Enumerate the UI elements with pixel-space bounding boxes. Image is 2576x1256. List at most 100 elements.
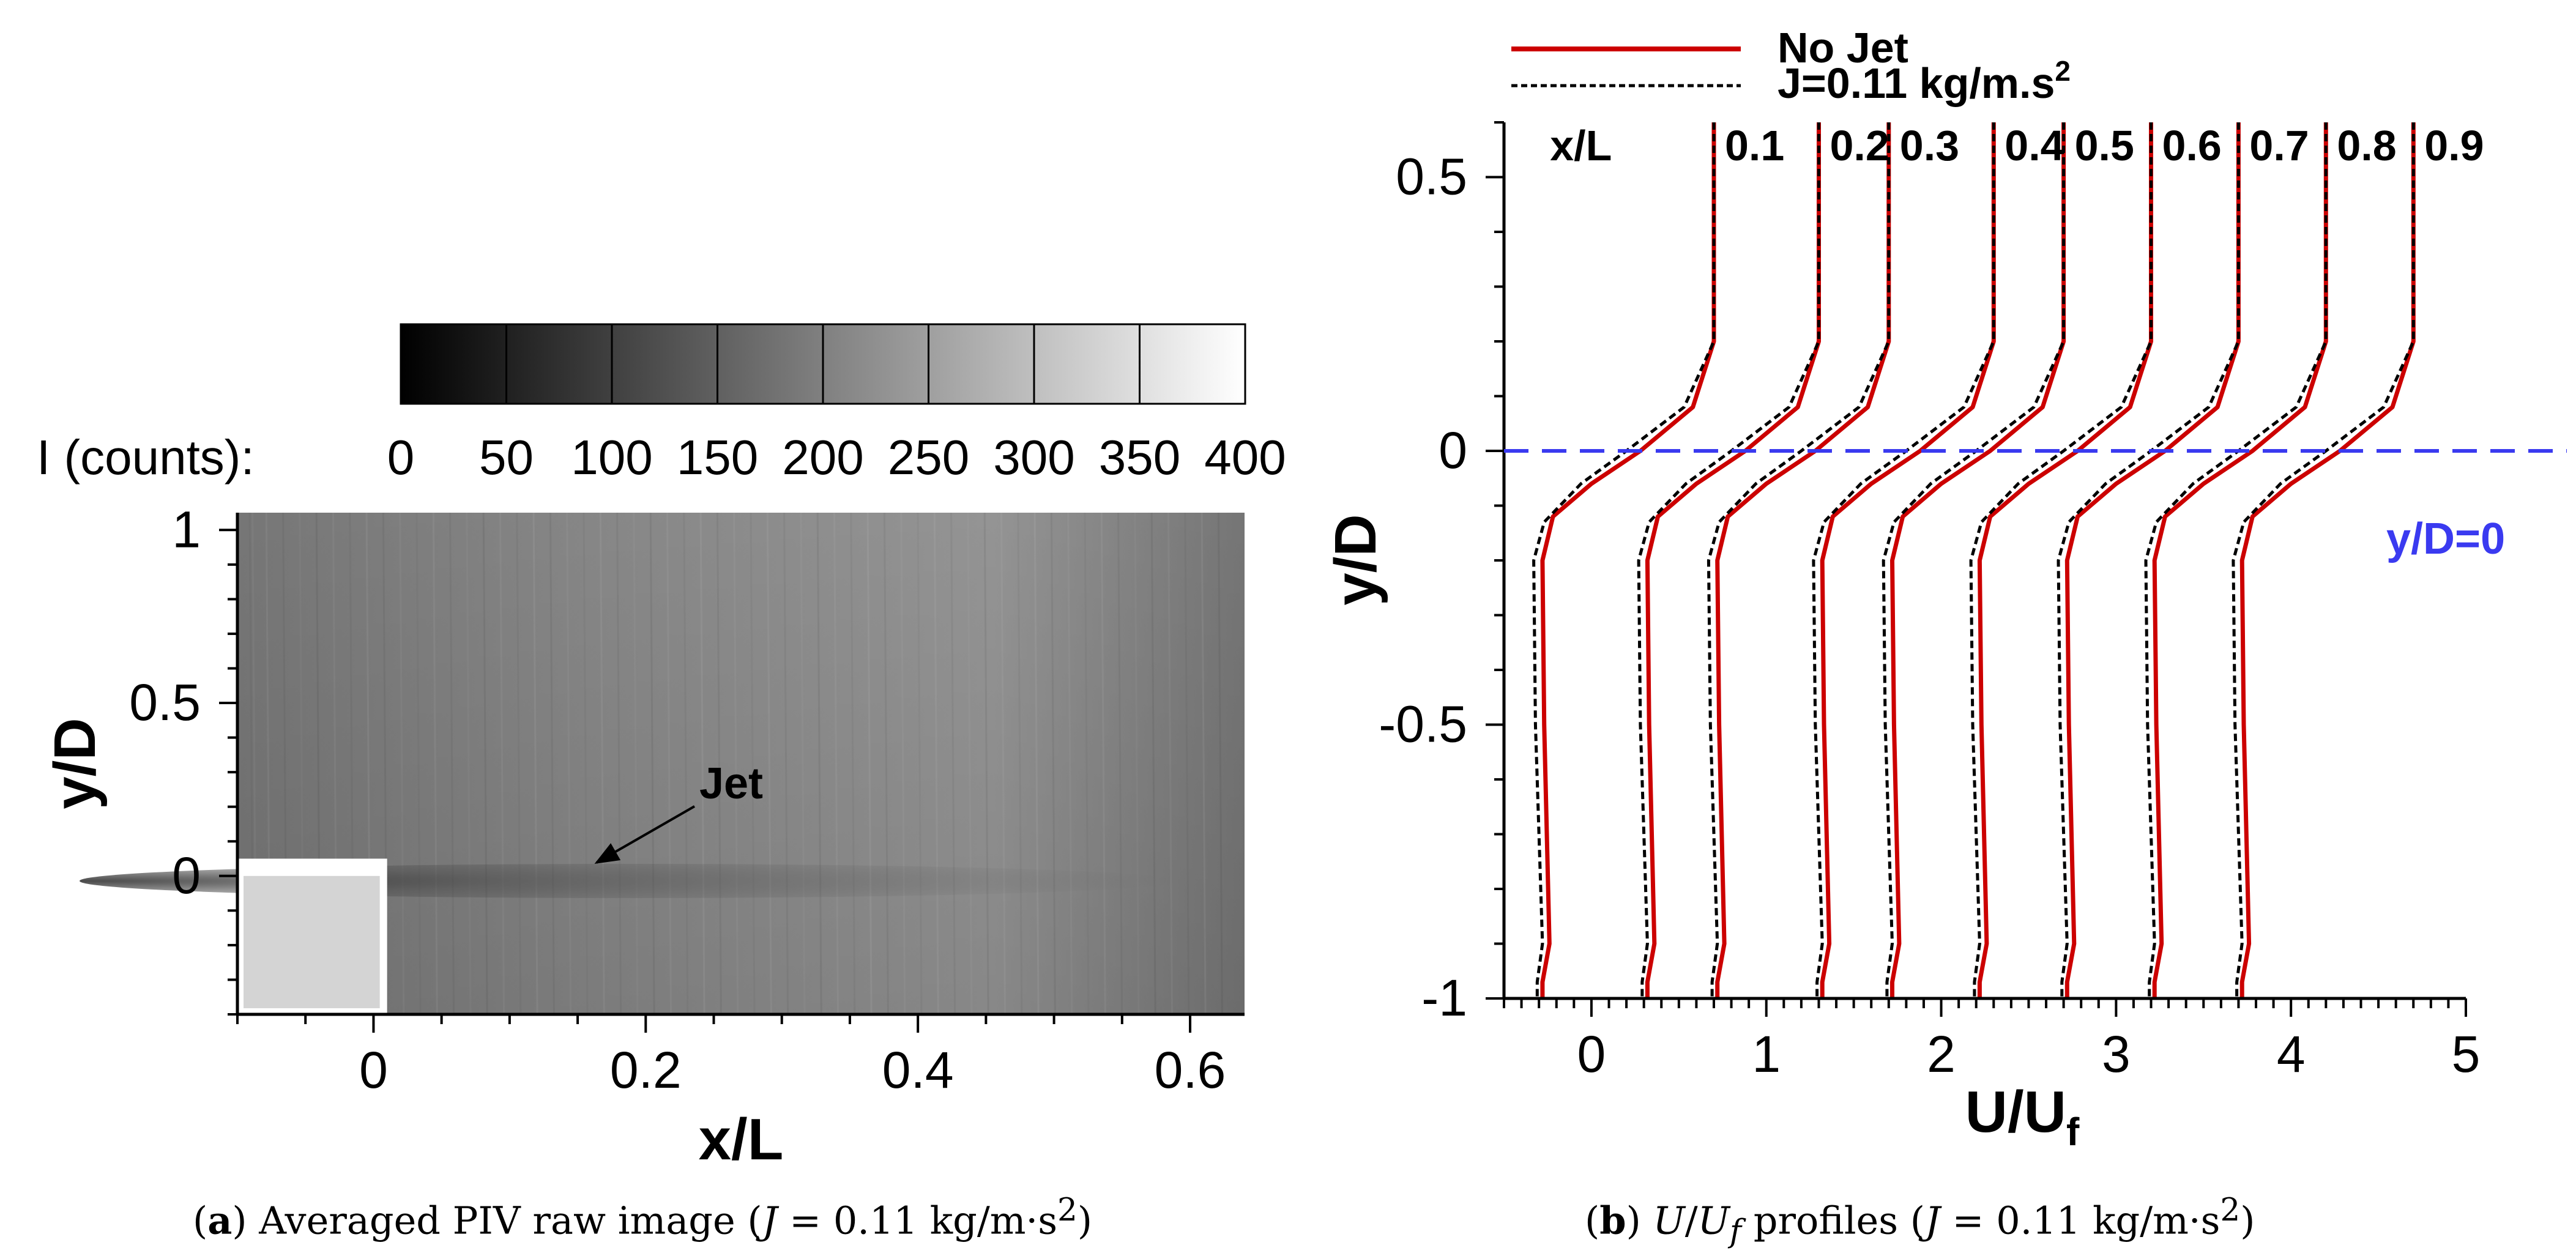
caption-b-tag: b	[1599, 1198, 1626, 1243]
piv-streak	[866, 512, 873, 1015]
caption-b-j: J	[1924, 1198, 1940, 1243]
caption-a-sup: 2	[1057, 1192, 1078, 1228]
piv-streak	[1167, 512, 1173, 1015]
panel-a-x-tick-label: 0.6	[1155, 1041, 1226, 1099]
colorbar-segment	[928, 323, 1035, 405]
piv-streak	[1201, 512, 1207, 1015]
colorbar-tick-label: 50	[479, 430, 534, 485]
colorbar-tick-label: 100	[571, 430, 652, 485]
model-block	[237, 858, 387, 1014]
profile-no-jet	[1977, 122, 2153, 998]
colorbar-segment	[717, 323, 824, 405]
panel-a-x-axis-title: x/L	[699, 1107, 784, 1172]
colorbar-segment	[822, 323, 929, 405]
profile-curves	[1532, 122, 2416, 998]
panel-a-x-tick-label: 0.4	[882, 1041, 954, 1099]
panel-a-x-tick-label: 0	[359, 1041, 388, 1099]
caption-a-close: )	[1077, 1198, 1093, 1243]
panel-a-axes: 0 0.2 0.4 0.6 0 0.5 1	[129, 500, 1245, 1099]
profile-no-jet	[2152, 122, 2328, 998]
piv-streak	[499, 512, 505, 1015]
colorbar-tick-labels: 0 50 100 150 200 250 300 350 400	[387, 430, 1286, 485]
profile-no-jet	[2239, 122, 2416, 998]
caption-b-eq: = 0.11 kg/m·s	[1940, 1198, 2220, 1243]
caption-a-eq: = 0.11 kg/m·s	[777, 1198, 1058, 1243]
piv-streak	[783, 512, 789, 1015]
panel-b-velocity-profiles: No Jet J=0.11 kg/m.s2 x/L 0.1 0.2 0.3 0.4 0.5…	[1323, 24, 2567, 1154]
panel-b-x-tick-label: 1	[1752, 1025, 1781, 1083]
panel-a-piv-image: I (counts): 0 50 100 150 200 250 300 350 400 0 0.…	[37, 323, 1286, 1172]
piv-streak	[816, 512, 822, 1015]
piv-streak	[599, 512, 605, 1015]
panel-b-y-tick-label: 0	[1439, 422, 1467, 479]
profile-no-jet	[2064, 122, 2241, 998]
piv-streak	[766, 512, 772, 1015]
panel-b-x-tick-label: 0	[1577, 1025, 1606, 1083]
station-label: 0.1	[1725, 122, 1784, 169]
reference-line-label: y/D=0	[2386, 515, 2505, 563]
piv-streak	[549, 512, 555, 1015]
colorbar-segment	[1139, 323, 1246, 405]
piv-streak	[449, 512, 455, 1015]
colorbar-segment	[400, 323, 507, 405]
station-label: 0.5	[2075, 122, 2134, 169]
piv-streak	[482, 512, 488, 1015]
colorbar-tick-label: 150	[677, 430, 758, 485]
piv-streak	[883, 512, 889, 1015]
profile-jet	[1707, 122, 1891, 998]
caption-b-uf-sub: f	[1729, 1213, 1742, 1250]
jet-annotation-label: Jet	[699, 759, 763, 808]
caption-a-text: Averaged PIV raw image (	[259, 1198, 762, 1243]
profile-jet	[1532, 122, 1716, 998]
panel-b-y-tick-label: -1	[1421, 969, 1467, 1027]
profile-no-jet	[1540, 122, 1716, 998]
model-block-fill	[244, 875, 380, 1008]
piv-streak	[1067, 512, 1073, 1015]
caption-b-close: )	[2240, 1198, 2255, 1243]
colorbar-segment	[505, 323, 613, 405]
station-label: 0.9	[2424, 122, 2484, 169]
piv-streak	[699, 512, 705, 1015]
station-label: 0.6	[2162, 122, 2222, 169]
station-label: 0.8	[2337, 122, 2396, 169]
panel-b-x-tick-label: 5	[2452, 1025, 2481, 1083]
caption-b-sup: 2	[2220, 1192, 2241, 1228]
panel-a-y-tick-label: 1	[172, 500, 201, 558]
piv-streak	[1217, 512, 1223, 1015]
piv-streak	[616, 512, 622, 1015]
panel-b-y-tick-label: -0.5	[1379, 696, 1467, 753]
panel-b-y-tick-label: 0.5	[1396, 148, 1467, 206]
station-label: 0.4	[2005, 122, 2064, 169]
profile-jet	[2232, 122, 2415, 998]
panel-a-y-tick-label: 0	[172, 847, 201, 904]
profile-jet	[1969, 122, 2153, 998]
panel-a-y-tick-label: 0.5	[129, 674, 201, 731]
piv-streak	[933, 512, 939, 1015]
legend-label-no-jet: No Jet	[1778, 24, 1908, 72]
panel-b-x-tick-label: 3	[2102, 1025, 2131, 1083]
panel-b-axes: 0 1 2 3 4 5 -1 -0.5 0 0.5	[1379, 121, 2481, 1083]
piv-streak	[733, 512, 739, 1015]
jet-annotation-arrow	[594, 805, 695, 864]
profile-jet	[1812, 122, 1995, 998]
profile-no-jet	[1890, 122, 2066, 998]
panel-a-y-axis-title: y/D	[42, 718, 108, 809]
panel-b-x-tick-label: 4	[2277, 1025, 2306, 1083]
panel-a-x-tick-label: 0.2	[610, 1041, 682, 1099]
piv-streak	[1050, 512, 1056, 1015]
colorbar-tick-label: 200	[782, 430, 863, 485]
colorbar-tick-label: 300	[993, 430, 1074, 485]
piv-streak	[566, 512, 572, 1015]
caption-b-slash: /	[1684, 1198, 1698, 1243]
colorbar-segment	[611, 323, 718, 405]
piv-streak	[1117, 512, 1123, 1015]
colorbar-title: I (counts):	[37, 430, 255, 485]
piv-streak	[666, 512, 672, 1015]
station-header: x/L	[1550, 122, 1612, 169]
colorbar-tick-label: 0	[387, 430, 415, 485]
colorbar-tick-label: 350	[1099, 430, 1180, 485]
colorbar	[400, 323, 1246, 405]
caption-a-tag: a	[207, 1198, 233, 1243]
caption-a-j: J	[762, 1198, 778, 1243]
